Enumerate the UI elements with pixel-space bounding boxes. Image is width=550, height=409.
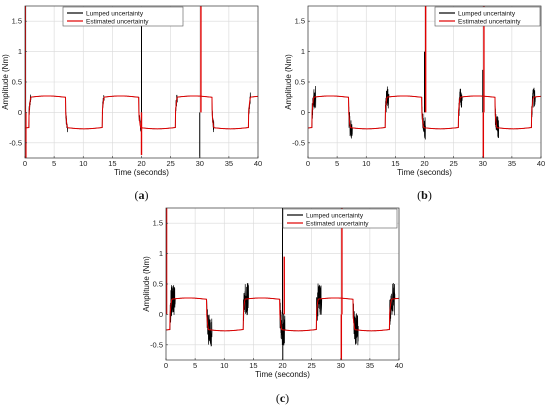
x-tick-label: 20 — [278, 361, 286, 370]
figure-caption: (a) — [135, 188, 149, 202]
x-tick-label: 40 — [537, 159, 545, 168]
y-tick-label: 0 — [18, 108, 22, 117]
x-tick-label: 25 — [166, 159, 174, 168]
x-tick-label: 5 — [335, 159, 339, 168]
x-tick-label: 40 — [254, 159, 262, 168]
x-tick-label: 0 — [306, 159, 310, 168]
y-tick-label: 0.5 — [12, 78, 22, 87]
y-axis-label: Amplitude (Nm) — [284, 54, 293, 110]
y-tick-label: 1 — [18, 47, 22, 56]
x-tick-label: 20 — [420, 159, 428, 168]
x-tick-label: 0 — [164, 361, 168, 370]
y-tick-label: 1 — [301, 47, 305, 56]
x-tick-label: 40 — [395, 361, 403, 370]
y-tick-label: 0 — [159, 310, 163, 319]
x-tick-label: 35 — [366, 361, 374, 370]
y-tick-label: 1.5 — [295, 17, 305, 26]
y-tick-label: -0.5 — [150, 340, 163, 349]
legend-label: Lumped uncertainty — [306, 212, 364, 219]
x-tick-label: 30 — [337, 361, 345, 370]
x-tick-label: 10 — [220, 361, 228, 370]
legend-label: Estimated uncertainty — [306, 220, 369, 227]
x-tick-label: 0 — [23, 159, 27, 168]
figure-caption: (c) — [276, 391, 289, 405]
y-tick-label: 0.5 — [153, 280, 163, 289]
legend-label: Lumped uncertainty — [86, 10, 144, 17]
x-tick-label: 35 — [225, 159, 233, 168]
y-tick-label: -0.5 — [292, 138, 305, 147]
x-tick-label: 10 — [362, 159, 370, 168]
y-tick-label: 1 — [159, 249, 163, 258]
chart-b: 0 5 10 15 20 25 30 35 40 -0.5 0 0.5 1 1.5 Time (second… — [284, 5, 545, 202]
x-axis-label: Time (seconds) — [255, 370, 310, 379]
x-tick-label: 25 — [307, 361, 315, 370]
x-tick-label: 10 — [79, 159, 87, 168]
x-tick-label: 5 — [52, 159, 56, 168]
x-tick-label: 35 — [508, 159, 516, 168]
x-axis-label: Time (seconds) — [397, 168, 452, 177]
y-tick-label: 1.5 — [153, 219, 163, 228]
legend-label: Lumped uncertainty — [458, 10, 516, 17]
chart-c: 0 5 10 15 20 25 30 35 40 -0.5 0 0.5 1 1.5 Time (second… — [142, 207, 403, 405]
x-tick-label: 5 — [193, 361, 197, 370]
y-axis-label: Amplitude (Nm) — [142, 256, 151, 312]
y-tick-label: -0.5 — [9, 138, 22, 147]
x-axis-label: Time (seconds) — [114, 168, 169, 177]
x-tick-label: 30 — [479, 159, 487, 168]
series-estimated-uncertainty — [166, 297, 399, 332]
y-tick-label: 0.5 — [295, 78, 305, 87]
y-tick-label: 0 — [301, 108, 305, 117]
x-tick-label: 15 — [249, 361, 257, 370]
x-tick-label: 15 — [108, 159, 116, 168]
x-tick-label: 25 — [449, 159, 457, 168]
y-tick-label: 1.5 — [12, 17, 22, 26]
x-tick-label: 15 — [391, 159, 399, 168]
x-tick-label: 20 — [137, 159, 145, 168]
x-tick-label: 30 — [196, 159, 204, 168]
figure-caption: (b) — [417, 188, 432, 202]
legend-label: Estimated uncertainty — [458, 18, 521, 25]
y-axis-label: Amplitude (Nm) — [1, 54, 10, 110]
series-estimated-uncertainty — [308, 95, 541, 130]
chart-a: 0 5 10 15 20 25 30 35 40 -0.5 0 0.5 1 1.5 Time (second… — [1, 5, 262, 202]
legend-label: Estimated uncertainty — [86, 18, 149, 25]
